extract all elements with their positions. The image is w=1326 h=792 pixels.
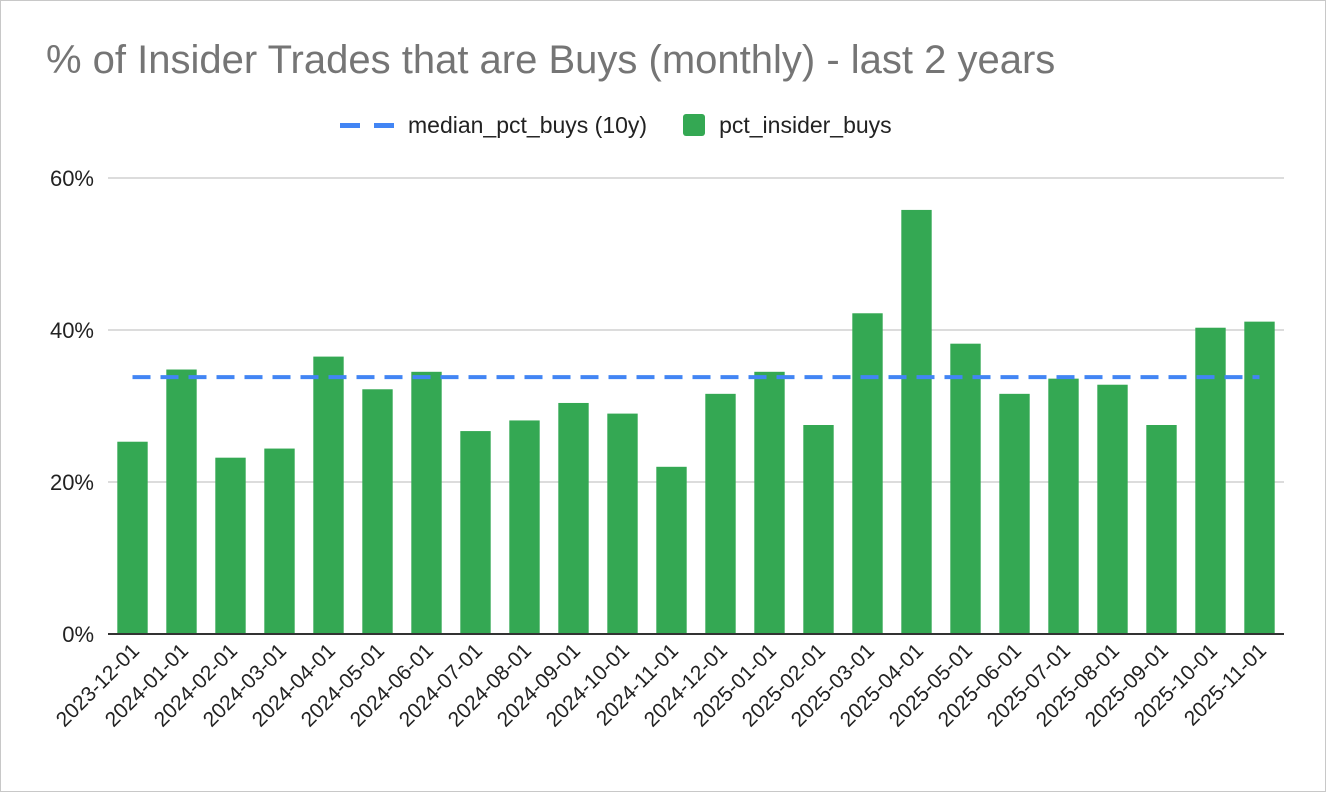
bar bbox=[754, 371, 785, 634]
bar bbox=[313, 356, 344, 634]
bar bbox=[1244, 321, 1275, 634]
bar bbox=[803, 425, 834, 634]
y-tick-label: 40% bbox=[50, 318, 94, 343]
bar bbox=[901, 209, 932, 635]
legend-label-pct-buys: pct_insider_buys bbox=[719, 111, 892, 138]
bar bbox=[656, 466, 687, 634]
bar bbox=[362, 389, 393, 634]
bar bbox=[950, 343, 981, 634]
y-tick-label: 0% bbox=[62, 622, 94, 647]
legend-label-median: median_pct_buys (10y) bbox=[408, 111, 648, 138]
bar bbox=[1195, 327, 1226, 634]
bar bbox=[705, 393, 736, 634]
bar bbox=[264, 448, 295, 634]
bar bbox=[1097, 384, 1128, 634]
legend-bar-swatch bbox=[683, 114, 706, 136]
bar bbox=[607, 413, 638, 634]
bar bbox=[1146, 425, 1177, 634]
bar bbox=[460, 431, 491, 634]
legend-dashed-line-swatch bbox=[340, 122, 394, 128]
bar bbox=[166, 369, 197, 634]
bar bbox=[558, 402, 589, 634]
legend: median_pct_buys (10y) pct_insider_buys bbox=[340, 110, 892, 140]
bar bbox=[117, 441, 148, 634]
bar bbox=[411, 371, 442, 634]
bar bbox=[509, 420, 540, 634]
y-tick-label: 20% bbox=[50, 470, 94, 495]
chart-title: % of Insider Trades that are Buys (month… bbox=[46, 38, 1056, 82]
bar bbox=[999, 393, 1030, 634]
bar bbox=[215, 457, 246, 634]
bar bbox=[1048, 378, 1079, 634]
y-tick-label: 60% bbox=[50, 166, 94, 191]
bar bbox=[852, 313, 883, 634]
